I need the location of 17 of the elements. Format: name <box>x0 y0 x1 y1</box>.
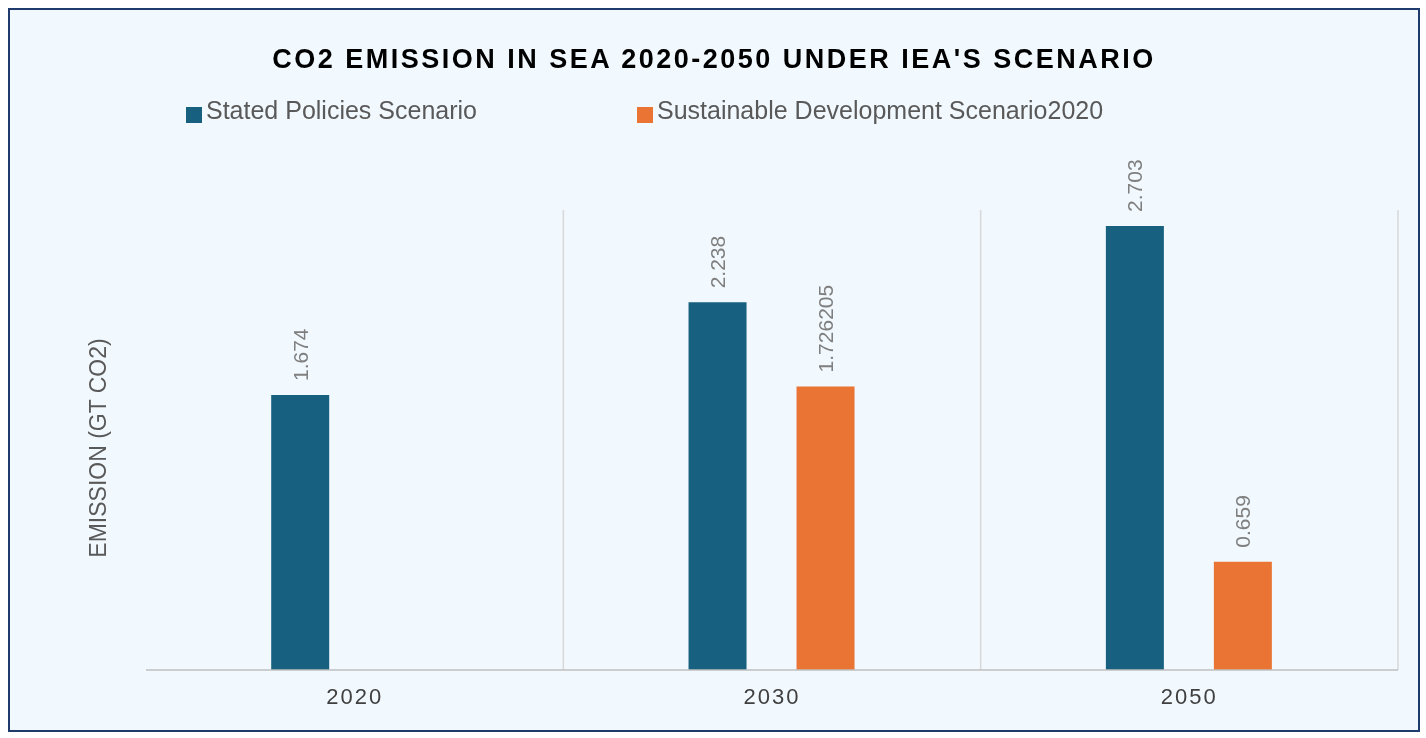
data-label: 0.659 <box>1231 495 1255 548</box>
x-tick-label: 2030 <box>743 683 801 709</box>
legend-label: Sustainable Development Scenario2020 <box>656 96 1104 124</box>
bar <box>271 394 330 670</box>
data-label: 2.238 <box>706 235 730 289</box>
data-label: 1.674 <box>288 328 312 381</box>
bar <box>688 302 747 670</box>
legend-label: Stated Policies Scenario <box>206 96 477 124</box>
x-tick-label: 2050 <box>1160 683 1218 709</box>
bar <box>1213 561 1272 670</box>
y-axis-title: EMISSION (GT CO2) <box>84 338 112 558</box>
x-tick-label: 2020 <box>326 683 384 709</box>
data-label: 2.703 <box>1123 159 1147 212</box>
chart-title: CO2 EMISSION IN SEA 2020-2050 UNDER IEA'S SCENARIO <box>271 44 1157 75</box>
bar <box>1105 225 1164 670</box>
data-label: 1.726205 <box>814 284 838 373</box>
bar <box>796 386 855 670</box>
